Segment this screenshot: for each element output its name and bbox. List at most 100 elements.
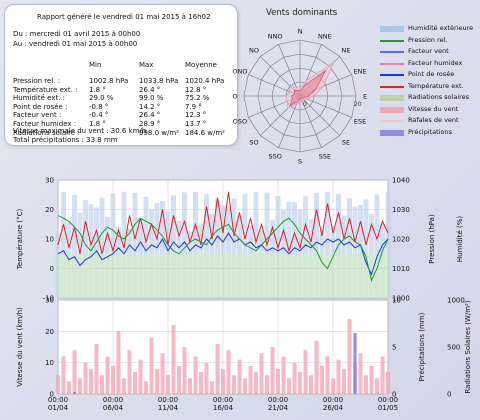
wind-bar: [89, 368, 93, 394]
report-panel: Rapport généré le vendredi 01 mai 2015 à…: [4, 4, 238, 146]
weather-charts: -1001020301000101010201030104000:0001/04…: [16, 177, 472, 413]
wind-bar: [320, 365, 324, 394]
rose-scale-label: 20: [354, 101, 362, 108]
precip-bar: [353, 332, 357, 394]
wind-bar: [160, 353, 165, 394]
x-tick-label: 26/04: [323, 404, 344, 412]
humidity-bar: [182, 192, 187, 298]
y-tick-label: 20: [45, 206, 54, 214]
stats-label: Facteur vent :: [13, 111, 62, 120]
wind-bar: [287, 378, 291, 394]
series-line: [57, 191, 389, 254]
humidity-bar: [226, 206, 231, 298]
humidity-bar: [160, 201, 165, 298]
header-avg: Moyenne: [185, 61, 217, 69]
stats-max: 26.4 °: [139, 111, 161, 120]
wind-bar: [149, 337, 154, 394]
x-tick-label: 16/04: [213, 404, 234, 412]
wind-bar: [232, 375, 236, 394]
stats-label: Température ext. :: [13, 85, 78, 94]
y2-tick-label: 0: [392, 391, 396, 399]
series-line: [57, 232, 389, 276]
stats-label: Radiations solaire :: [13, 128, 80, 137]
y-tick-label: -10: [43, 295, 54, 303]
report-to: Au : vendredi 01 mai 2015 à 00h00: [13, 40, 138, 48]
wind-bar: [259, 353, 264, 394]
wind-bar: [155, 368, 159, 394]
legend-item: Facteur humidex: [378, 59, 478, 69]
wind-bar: [336, 359, 341, 394]
y-tick-label: 30: [45, 177, 54, 185]
x-tick-time: 00:00: [213, 396, 233, 404]
x-tick-label: 01/04: [48, 404, 69, 412]
humidity-bar: [83, 200, 88, 298]
legend-label: Radiations solaires: [408, 93, 470, 101]
rose-direction-label: OSO: [233, 117, 247, 125]
legend-item: Radiations solaires: [378, 93, 478, 103]
wind-bar: [254, 372, 258, 394]
wind-bar: [78, 378, 82, 394]
stats-min: -0.4 °: [89, 111, 109, 120]
wind-bar: [331, 378, 335, 394]
x-tick-label: 21/04: [268, 404, 289, 412]
y-tick-label: 10: [45, 236, 54, 244]
total-precip: Total précipitations : 33.8 mm: [13, 136, 118, 144]
wind-bar: [221, 368, 225, 394]
wind-bar: [56, 375, 60, 394]
y2-tick-label: 1020: [392, 236, 410, 244]
stats-min: 1002.8 hPa: [89, 77, 129, 85]
wind-bar: [358, 353, 363, 394]
y3-tick-label: 0: [447, 391, 451, 399]
wind-bar: [199, 372, 203, 394]
wind-bar: [210, 381, 214, 394]
wind-bar: [265, 375, 269, 394]
y2-tick-label: 5: [392, 344, 396, 352]
x-tick-time: 00:00: [158, 396, 178, 404]
legend-label: Humidité extérieure: [408, 24, 474, 32]
stats-avg: 75.2 %: [185, 94, 210, 103]
y-tick-label: 20: [45, 328, 54, 336]
legend-swatch: [380, 39, 404, 42]
humidity-bar: [374, 194, 380, 298]
wind-bar: [369, 365, 374, 394]
rose-direction-label: S: [298, 158, 302, 166]
humidity-bar: [204, 194, 209, 298]
stats-avg: 12.8 °: [185, 85, 207, 94]
rose-spoke: [299, 95, 322, 148]
wind-bar: [133, 372, 137, 394]
wind-bar: [122, 378, 126, 394]
wind-bar: [248, 365, 253, 394]
rose-spoke: [299, 95, 352, 118]
wind-bar: [215, 343, 220, 394]
legend-swatch: [380, 129, 404, 136]
wind-bar: [270, 347, 275, 394]
y2-tick-label: 1040: [392, 177, 410, 185]
humidity-bar: [132, 192, 138, 298]
legend-label: Précipitations: [408, 127, 453, 136]
windrose-title: Vents dominants: [266, 8, 338, 18]
rose-spoke: [299, 95, 340, 136]
rose-direction-label: N: [298, 28, 303, 36]
stats-avg: 1020.4 hPa: [185, 77, 225, 85]
y-tick-label: 0: [50, 391, 54, 399]
legend-item: Vitesse du vent: [378, 105, 478, 115]
wind-bar: [182, 347, 187, 394]
stats-max: 99.0 %: [139, 94, 164, 103]
report-from: Du : mercredi 01 avril 2015 à 00h00: [13, 30, 141, 38]
stats-max: 998.0 w/m²: [139, 128, 179, 137]
y-tick-label: 30: [45, 297, 54, 305]
humidity-bar: [94, 207, 99, 298]
wind-bar: [342, 368, 346, 394]
rose-direction-label: E: [363, 93, 367, 101]
legend-label: Pression rel.: [408, 35, 448, 44]
stats-max: 14.2 °: [139, 102, 161, 111]
stats-label: Facteur humidex :: [13, 120, 77, 128]
y2-tick-label: 10: [392, 297, 401, 305]
max-wind: Vitesse maximale du vent : 30.6 km/h: [13, 127, 147, 135]
rose-spoke: [278, 95, 301, 148]
legend-swatch: [380, 51, 404, 53]
wind-bar: [61, 356, 66, 394]
x-tick-time: 00:00: [268, 396, 288, 404]
rose-direction-label: ENE: [354, 68, 367, 76]
stats-max: 26.4 °: [139, 85, 161, 94]
